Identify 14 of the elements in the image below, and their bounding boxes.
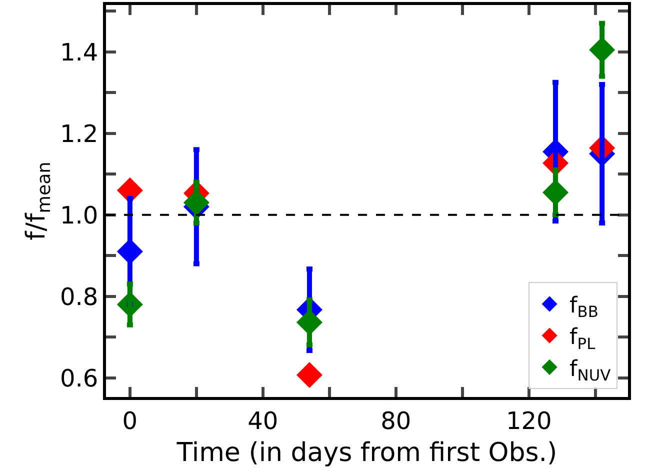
- x-tick-label: 0: [122, 406, 138, 435]
- y-tick-label: 0.8: [60, 282, 98, 311]
- y-tick-label: 1.2: [60, 120, 98, 148]
- x-tick-label: 40: [248, 406, 278, 435]
- point: [296, 362, 322, 388]
- x-tick-label: 120: [506, 406, 552, 435]
- legend-label: f$_{BB}$: [570, 294, 598, 322]
- legend-label: f$_{NUV}$: [570, 356, 612, 384]
- x-tick-label: 80: [380, 406, 412, 435]
- y-tick-label: 0.6: [60, 364, 98, 392]
- y-tick-label: 1.4: [60, 38, 98, 66]
- legend-label: f$_{PL}$: [570, 325, 596, 353]
- y-tick-label: 1.0: [60, 201, 98, 230]
- x-axis-title: Time (in days from first Obs.): [176, 438, 558, 468]
